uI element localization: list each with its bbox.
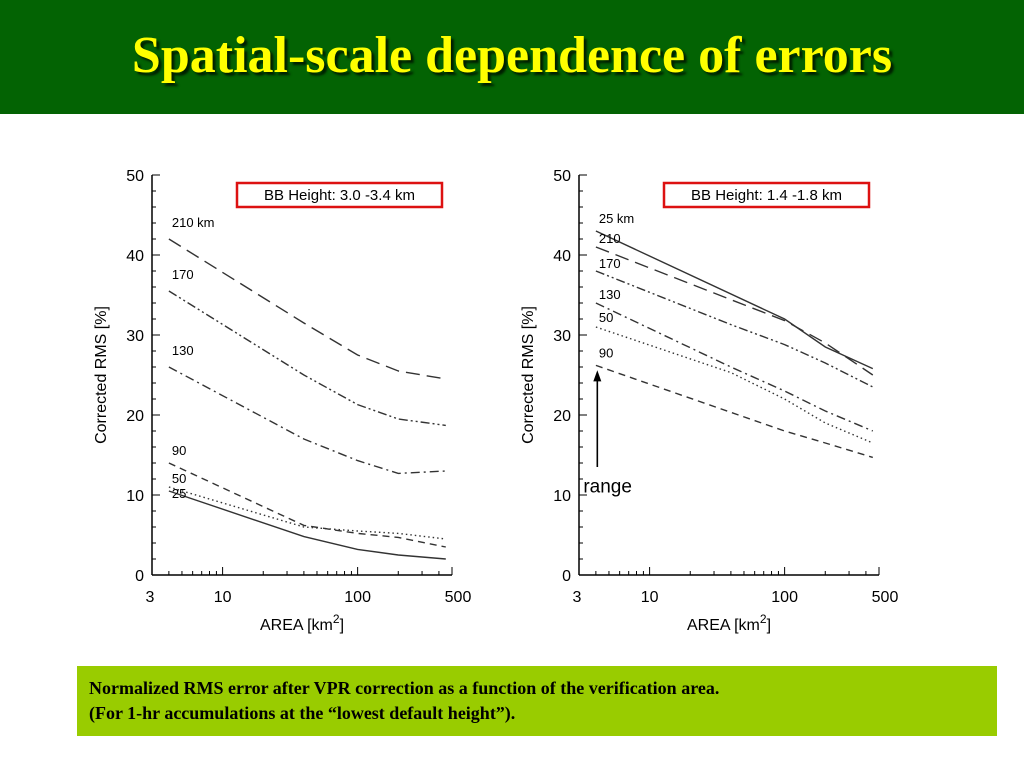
series-line bbox=[168, 486, 446, 540]
series-label: 90 bbox=[599, 345, 613, 360]
y-tick-label: 30 bbox=[553, 328, 571, 345]
title-bar: Spatial-scale dependence of errors bbox=[0, 0, 1024, 114]
x-tick-label: 500 bbox=[445, 589, 472, 606]
series-label: 50 bbox=[172, 471, 186, 486]
x-axis-title: AREA [km2] bbox=[260, 612, 344, 634]
series-label: 170 bbox=[172, 267, 194, 282]
series-line bbox=[168, 462, 446, 548]
series-line bbox=[168, 290, 446, 427]
bb-height-label: BB Height: 3.0 -3.4 km bbox=[264, 187, 415, 204]
x-axis-title-text: AREA [km bbox=[687, 617, 760, 634]
series-line bbox=[168, 490, 446, 560]
x-axis-title-superscript: 2 bbox=[333, 612, 340, 626]
x-tick-label: 3 bbox=[573, 589, 582, 606]
caption-line-2: (For 1-hr accumulations at the “lowest d… bbox=[89, 703, 516, 723]
y-tick-label: 40 bbox=[126, 248, 144, 265]
x-tick-label: 10 bbox=[641, 589, 659, 606]
slide-title: Spatial-scale dependence of errors bbox=[131, 27, 893, 84]
series-label: 50 bbox=[599, 310, 613, 325]
series-line bbox=[595, 270, 874, 388]
y-tick-label: 10 bbox=[553, 488, 571, 505]
range-arrow-head bbox=[593, 370, 602, 382]
series-label: 170 bbox=[599, 256, 621, 271]
series-label: 210 bbox=[599, 231, 621, 246]
y-tick-label: 50 bbox=[126, 168, 144, 185]
series-label: 210 km bbox=[172, 215, 215, 230]
x-axis-title-text: AREA [km bbox=[260, 617, 333, 634]
y-tick-label: 0 bbox=[562, 568, 571, 585]
chart-right: 0 10 20 30 40 50 3 10 100 500 AREA [km2] Corrected … bbox=[520, 168, 899, 634]
series-label: 130 bbox=[172, 343, 194, 358]
series-label: 25 km bbox=[599, 211, 634, 226]
series-line bbox=[595, 246, 874, 376]
y-tick-label: 0 bbox=[135, 568, 144, 585]
x-tick-label: 500 bbox=[872, 589, 899, 606]
series-line bbox=[168, 366, 446, 475]
caption-line-1: Normalized RMS error after VPR correctio… bbox=[89, 678, 720, 698]
x-axis-title-end: ] bbox=[340, 617, 344, 634]
x-tick-label: 100 bbox=[771, 589, 798, 606]
y-tick-label: 20 bbox=[126, 408, 144, 425]
series-label: 130 bbox=[599, 287, 621, 302]
series-line bbox=[595, 364, 874, 459]
x-axis-title-end: ] bbox=[767, 617, 771, 634]
series-line bbox=[168, 238, 446, 380]
y-axis-title: Corrected RMS [%] bbox=[93, 306, 110, 444]
series-line bbox=[595, 326, 874, 444]
y-tick-label: 40 bbox=[553, 248, 571, 265]
x-tick-label: 10 bbox=[214, 589, 232, 606]
x-axis-title: AREA [km2] bbox=[687, 612, 771, 634]
series-label: 90 bbox=[172, 443, 186, 458]
bb-height-box bbox=[662, 181, 871, 209]
series-label: 25 bbox=[172, 486, 186, 501]
y-tick-label: 50 bbox=[553, 168, 571, 185]
x-axis-title-superscript: 2 bbox=[760, 612, 767, 626]
x-tick-label: 100 bbox=[344, 589, 371, 606]
chart-left: 0 10 20 30 40 50 3 10 100 500 AREA [km2] Corrected … bbox=[93, 168, 472, 634]
range-annotation: range bbox=[583, 477, 632, 498]
y-tick-label: 10 bbox=[126, 488, 144, 505]
series-line bbox=[595, 230, 874, 370]
y-tick-label: 20 bbox=[553, 408, 571, 425]
y-tick-label: 30 bbox=[126, 328, 144, 345]
caption-box: Normalized RMS error after VPR correctio… bbox=[77, 666, 997, 736]
y-axis-title: Corrected RMS [%] bbox=[520, 306, 537, 444]
bb-height-box bbox=[235, 181, 444, 209]
bb-height-label: BB Height: 1.4 -1.8 km bbox=[691, 187, 842, 204]
series-line bbox=[595, 302, 874, 432]
x-tick-label: 3 bbox=[146, 589, 155, 606]
